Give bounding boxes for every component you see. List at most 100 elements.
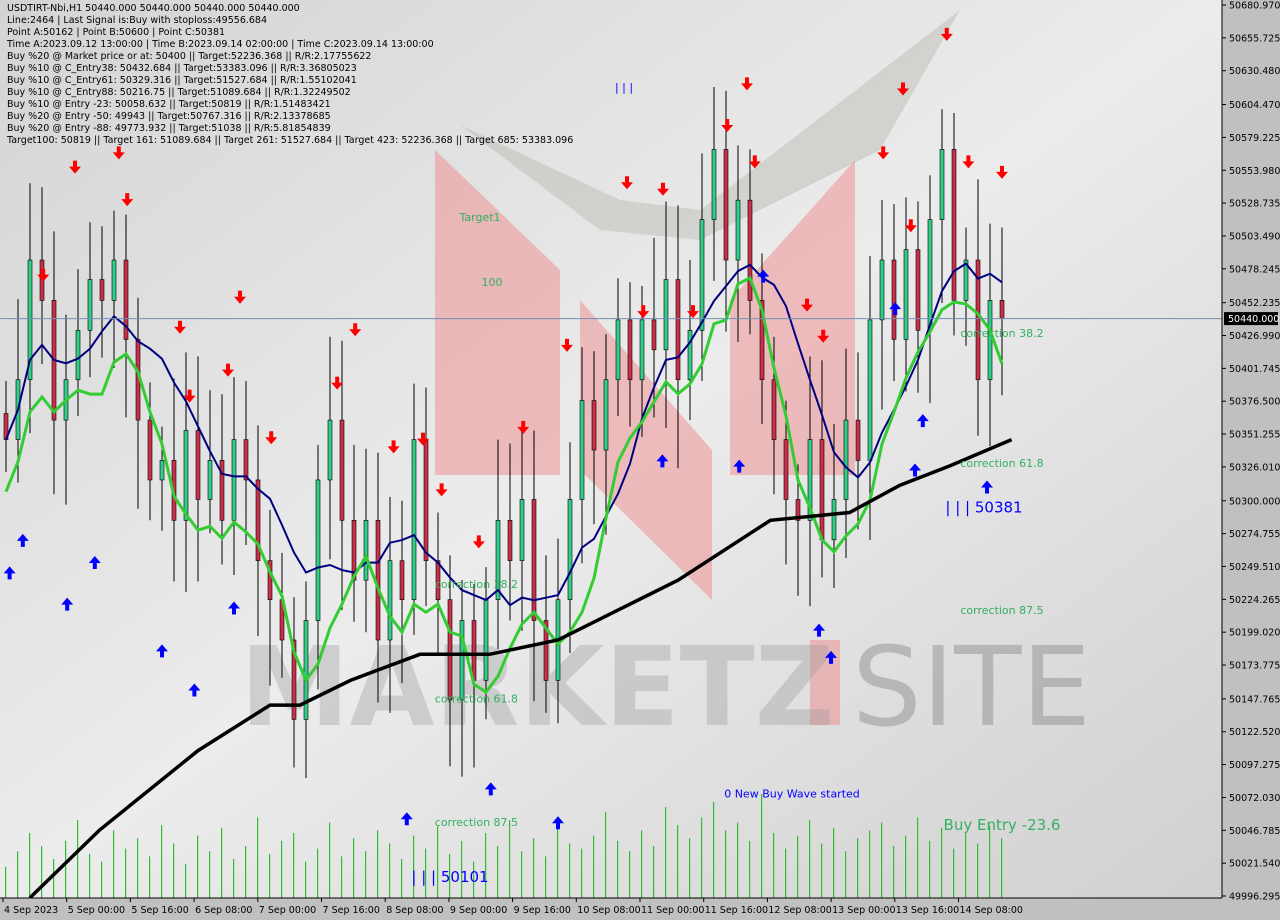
candle-body bbox=[999, 300, 1005, 319]
buy-arrow-icon bbox=[825, 650, 837, 664]
sell-arrow-icon bbox=[417, 432, 429, 446]
info-line: Time A:2023.09.12 13:00:00 | Time B:2023… bbox=[7, 39, 434, 50]
y-tick-label: 50021.540 bbox=[1229, 859, 1280, 870]
candle-body bbox=[111, 259, 117, 301]
annotations: Target1 100 | | | correction 38.2 correction… bbox=[411, 81, 1060, 886]
volume-bar bbox=[149, 856, 151, 898]
x-tick-label: 9 Sep 00:00 bbox=[450, 905, 507, 916]
x-tick-label: 11 Sep 16:00 bbox=[705, 905, 768, 916]
y-tick-label: 50326.010 bbox=[1229, 462, 1280, 473]
volume-bar bbox=[269, 853, 271, 898]
candle-body bbox=[399, 560, 405, 600]
volume-bar bbox=[785, 848, 787, 898]
candle-body bbox=[147, 419, 153, 481]
volume-bar bbox=[509, 820, 511, 898]
buy-arrow-icon bbox=[656, 454, 669, 468]
volume-bar bbox=[281, 840, 283, 898]
candle-body bbox=[507, 519, 513, 561]
sell-arrow-icon bbox=[331, 376, 344, 390]
y-tick-label: 50528.735 bbox=[1229, 199, 1280, 210]
candle-body bbox=[915, 249, 921, 331]
candle-body bbox=[855, 419, 861, 461]
candle-body bbox=[675, 279, 681, 381]
candles bbox=[3, 86, 1005, 778]
volume-bar bbox=[245, 846, 247, 898]
volume-bar bbox=[545, 856, 547, 898]
candle-body bbox=[747, 199, 753, 301]
chart-annotation: correction 61.8 bbox=[435, 692, 518, 705]
volume-bar bbox=[413, 835, 415, 898]
volume-bar bbox=[569, 843, 571, 898]
x-tick-label: 11 Sep 00:00 bbox=[641, 905, 704, 916]
volume-bar bbox=[749, 840, 751, 898]
y-tick-label: 50604.470 bbox=[1229, 100, 1280, 111]
candle-body bbox=[783, 439, 789, 500]
candle-body bbox=[291, 639, 297, 720]
info-line: Buy %10 @ C_Entry88: 50216.75 || Target:… bbox=[7, 87, 351, 98]
sell-arrow-icon bbox=[748, 155, 761, 169]
x-tick-label: 5 Sep 16:00 bbox=[131, 905, 188, 916]
x-tick-label: 12 Sep 08:00 bbox=[768, 905, 831, 916]
candle-body bbox=[939, 149, 945, 220]
candle-body bbox=[459, 620, 465, 701]
candle-body bbox=[423, 439, 429, 561]
candle-body bbox=[987, 300, 993, 381]
candle-body bbox=[267, 560, 273, 600]
volume-bar bbox=[437, 825, 439, 898]
y-tick-label: 50224.265 bbox=[1229, 595, 1280, 606]
info-line: Buy %20 @ Market price or at: 50400 || T… bbox=[7, 51, 372, 62]
info-line: Line:2464 | Last Signal is:Buy with stop… bbox=[7, 15, 268, 26]
volume-bar bbox=[593, 835, 595, 898]
candle-body bbox=[843, 419, 849, 500]
volume-bar bbox=[5, 866, 7, 898]
candle-body bbox=[651, 319, 657, 351]
volume-bar bbox=[653, 846, 655, 898]
sell-arrow-icon bbox=[387, 440, 400, 454]
volume-bar bbox=[941, 827, 943, 898]
volume-bar bbox=[365, 851, 367, 898]
volume-bar bbox=[29, 833, 31, 898]
y-tick-label: 50046.785 bbox=[1229, 826, 1280, 837]
volume-bar bbox=[665, 807, 667, 898]
candle-body bbox=[375, 519, 381, 641]
chart-annotation: | | | 50101 bbox=[411, 868, 488, 886]
sell-arrow-icon bbox=[996, 165, 1008, 179]
sell-arrow-icon bbox=[741, 77, 753, 91]
sell-arrow-icon bbox=[877, 146, 890, 160]
buy-arrow-icon bbox=[3, 566, 16, 580]
y-tick-label: 50072.030 bbox=[1229, 793, 1280, 804]
y-tick-label: 50553.980 bbox=[1229, 166, 1280, 177]
candle-body bbox=[87, 279, 93, 331]
chart-annotation: Target1 bbox=[458, 211, 500, 224]
sell-arrow-icon bbox=[435, 483, 448, 497]
sell-arrow-icon bbox=[472, 535, 485, 549]
chart-annotation: | | | bbox=[615, 81, 633, 94]
volume-bar bbox=[617, 840, 619, 898]
info-line: Point A:50162 | Point B:50600 | Point C:… bbox=[7, 27, 226, 38]
y-tick-label: 50199.020 bbox=[1229, 628, 1280, 639]
info-line: Buy %10 @ C_Entry38: 50432.684 || Target… bbox=[7, 63, 357, 74]
candle-body bbox=[363, 519, 369, 581]
volume-bar bbox=[833, 827, 835, 898]
candle-body bbox=[243, 439, 249, 481]
y-tick-label: 50097.275 bbox=[1229, 760, 1280, 771]
sell-arrow-icon bbox=[940, 27, 953, 41]
volume-bar bbox=[377, 830, 379, 898]
y-tick-label: 50300.000 bbox=[1229, 496, 1280, 507]
candle-body bbox=[99, 279, 105, 301]
candle-body bbox=[567, 499, 573, 600]
volume-bar bbox=[125, 848, 127, 898]
candle-body bbox=[963, 259, 969, 301]
y-tick-label: 50351.255 bbox=[1229, 430, 1280, 441]
chart-annotation: 100 bbox=[482, 276, 503, 289]
ma-long-line bbox=[28, 437, 1013, 899]
volume-bar bbox=[233, 859, 235, 898]
candle-body bbox=[195, 430, 201, 500]
volume-bar bbox=[473, 861, 475, 898]
candle-body bbox=[627, 319, 633, 381]
buy-arrow-icon bbox=[916, 414, 929, 428]
volume-bar bbox=[641, 830, 643, 898]
x-tick-label: 13 Sep 00:00 bbox=[832, 905, 895, 916]
candle-body bbox=[867, 319, 873, 461]
